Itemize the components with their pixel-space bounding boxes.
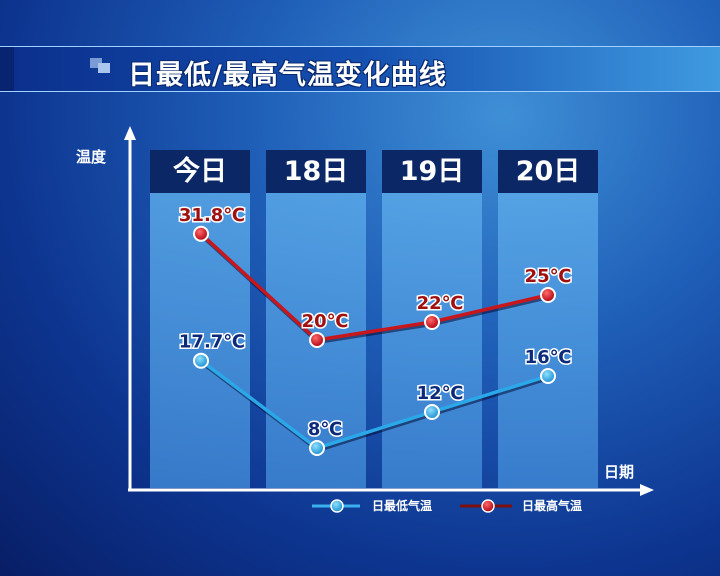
high-temp-point (540, 287, 556, 303)
column-band (382, 193, 482, 488)
high-temp-label: 22℃ (417, 293, 464, 314)
column-band (498, 193, 598, 488)
low-temp-point (540, 368, 556, 384)
high-temp-point (309, 332, 325, 348)
series-line-shadow (200, 234, 550, 345)
low-temp-label: 12℃ (417, 383, 464, 404)
x-axis-label: 日期 (604, 463, 635, 481)
y-axis-arrow (124, 126, 136, 140)
series-line-shadow (200, 361, 550, 453)
legend-label-low: 日最低气温 (372, 499, 433, 513)
category-label: 今日 (150, 150, 250, 193)
category-label: 20日 (498, 150, 598, 193)
category-label: 19日 (382, 150, 482, 193)
x-axis-arrow (640, 484, 654, 496)
low-temp-label: 8℃ (308, 419, 342, 440)
title-squares-icon (90, 58, 112, 74)
low-temp-label: 16℃ (525, 347, 572, 368)
category-label: 18日 (266, 150, 366, 193)
legend-label-high: 日最高气温 (522, 499, 583, 513)
legend-marker-high (481, 499, 495, 513)
low-temp-point (193, 352, 209, 369)
chart-title: 日最低/最高气温变化曲线 (128, 60, 447, 91)
series-line-low (199, 359, 549, 450)
high-temp-label: 20℃ (302, 311, 349, 332)
low-temp-label: 17.7℃ (179, 332, 245, 353)
title-band (0, 46, 720, 92)
low-temp-point (424, 404, 440, 420)
high-temp-label: 31.8℃ (179, 205, 245, 226)
high-temp-label: 25℃ (525, 266, 572, 287)
legend-marker-low (330, 499, 344, 513)
series-line-high (199, 232, 549, 342)
column-band (150, 193, 250, 488)
y-axis-label: 温度 (76, 148, 107, 166)
high-temp-point (193, 225, 209, 242)
high-temp-point (424, 314, 440, 330)
low-temp-point (309, 440, 325, 456)
